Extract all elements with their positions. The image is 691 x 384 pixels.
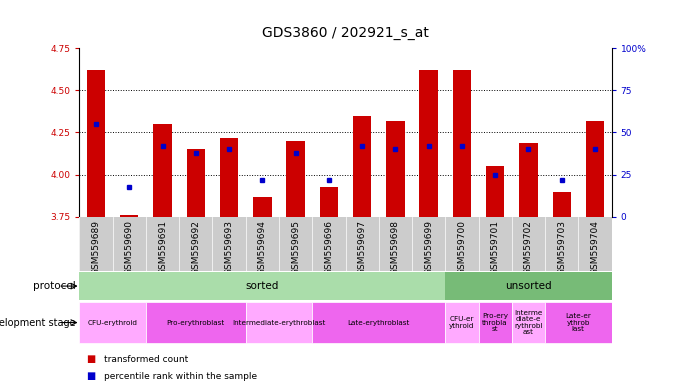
Bar [79, 302, 146, 343]
Text: CFU-er
ythroid: CFU-er ythroid [449, 316, 475, 329]
Bar [519, 142, 538, 217]
Text: GSM559702: GSM559702 [524, 220, 533, 275]
Bar [553, 192, 571, 217]
Text: sorted: sorted [246, 281, 279, 291]
Text: ■: ■ [86, 354, 95, 364]
Bar [146, 302, 246, 343]
Bar [453, 70, 471, 217]
Text: GSM559700: GSM559700 [457, 220, 466, 275]
Text: GSM559699: GSM559699 [424, 220, 433, 275]
Text: ■: ■ [86, 371, 95, 381]
Text: GSM559693: GSM559693 [225, 220, 234, 275]
Bar [419, 70, 438, 217]
Bar [87, 70, 105, 217]
Bar [253, 197, 272, 217]
Bar [445, 302, 478, 343]
Text: GSM559703: GSM559703 [557, 220, 566, 275]
Bar [478, 302, 512, 343]
Text: percentile rank within the sample: percentile rank within the sample [104, 372, 257, 381]
Text: GSM559689: GSM559689 [92, 220, 101, 275]
Bar [353, 116, 371, 217]
Text: protocol: protocol [33, 281, 76, 291]
Text: GSM559701: GSM559701 [491, 220, 500, 275]
Text: Pro-ery
throbla
st: Pro-ery throbla st [482, 313, 508, 332]
Text: GSM559691: GSM559691 [158, 220, 167, 275]
Text: GSM559695: GSM559695 [291, 220, 300, 275]
Text: GSM559696: GSM559696 [324, 220, 333, 275]
Text: Late-erythroblast: Late-erythroblast [348, 319, 410, 326]
Text: Intermediate-erythroblast: Intermediate-erythroblast [232, 319, 325, 326]
Text: GSM559694: GSM559694 [258, 220, 267, 275]
Bar [120, 215, 138, 217]
Text: GSM559692: GSM559692 [191, 220, 200, 275]
Text: GSM559698: GSM559698 [391, 220, 400, 275]
Text: transformed count: transformed count [104, 354, 188, 364]
Bar [287, 141, 305, 217]
Text: Pro-erythroblast: Pro-erythroblast [167, 319, 225, 326]
Text: GSM559690: GSM559690 [125, 220, 134, 275]
Text: unsorted: unsorted [505, 281, 551, 291]
Bar [246, 302, 312, 343]
Text: development stage: development stage [0, 318, 76, 328]
Bar [386, 121, 404, 217]
Text: Late-er
ythrob
last: Late-er ythrob last [565, 313, 591, 332]
Bar [586, 121, 604, 217]
Bar [312, 302, 445, 343]
Bar [187, 149, 205, 217]
Bar [320, 187, 338, 217]
Bar [486, 166, 504, 217]
Bar [153, 124, 172, 217]
Text: GDS3860 / 202921_s_at: GDS3860 / 202921_s_at [262, 26, 429, 40]
Text: GSM559697: GSM559697 [358, 220, 367, 275]
Text: CFU-erythroid: CFU-erythroid [88, 319, 138, 326]
Bar [512, 302, 545, 343]
Bar [220, 137, 238, 217]
Bar [545, 302, 612, 343]
Bar [79, 272, 445, 300]
Text: Interme
diate-e
rythrobl
ast: Interme diate-e rythrobl ast [514, 310, 542, 335]
Bar [445, 272, 612, 300]
Text: GSM559704: GSM559704 [590, 220, 599, 275]
